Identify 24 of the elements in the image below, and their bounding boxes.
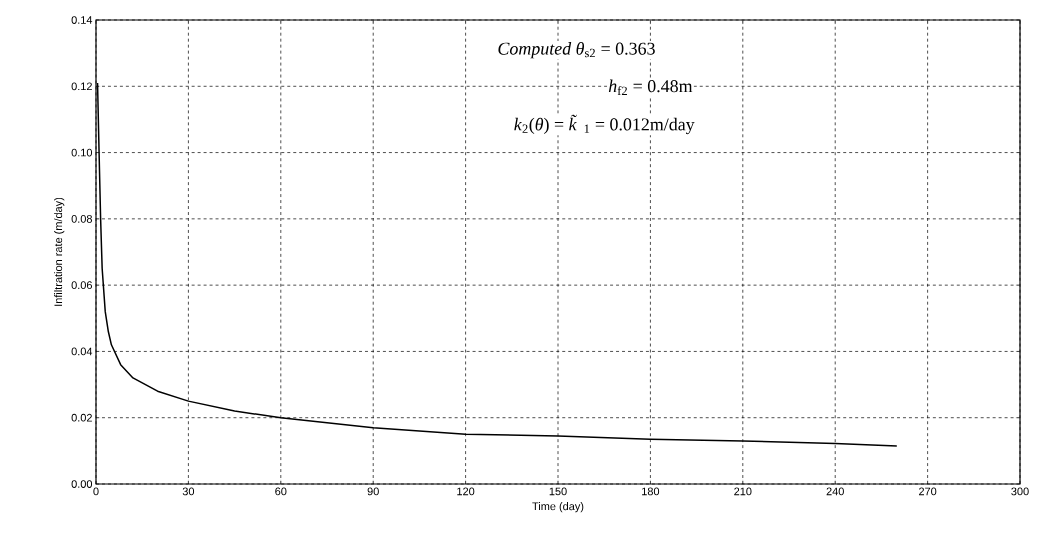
y-tick-label: 0.02 [71,413,92,422]
x-tick-label: 30 [182,487,195,496]
x-tick-label: 120 [457,487,475,496]
y-tick-label: 0.12 [71,82,92,91]
x-tick-label: 180 [642,487,660,496]
x-tick-label: 150 [549,487,567,496]
annotation: h$_{f2}$ = 0.48m [608,79,693,95]
x-tick-label: 240 [826,487,844,496]
x-tick-label: 300 [1011,487,1029,496]
x-tick-label: 60 [275,487,287,496]
x-tick-label: 90 [367,487,379,496]
x-tick-label: 270 [919,487,937,496]
y-tick-label: 0.06 [71,281,92,290]
annotation: k$_{2}$(θ) = k̃$_{1}$ = 0.012m/day [514,114,695,135]
y-tick-label: 0.10 [71,148,93,157]
y-tick-label: 0.08 [71,214,92,223]
y-tick-label: 0.00 [71,480,93,488]
y-tick-label: 0.04 [71,347,93,356]
x-axis-title: Time (day) [532,502,584,513]
x-tick-label: 210 [734,487,752,496]
x-tick-label: 0 [93,487,99,496]
y-tick-label: 0.14 [71,16,93,24]
annotation: Computed θ$_{s2}$ = 0.363 [498,41,655,59]
y-axis-title: Infiltration rate (m/day) [54,197,65,306]
